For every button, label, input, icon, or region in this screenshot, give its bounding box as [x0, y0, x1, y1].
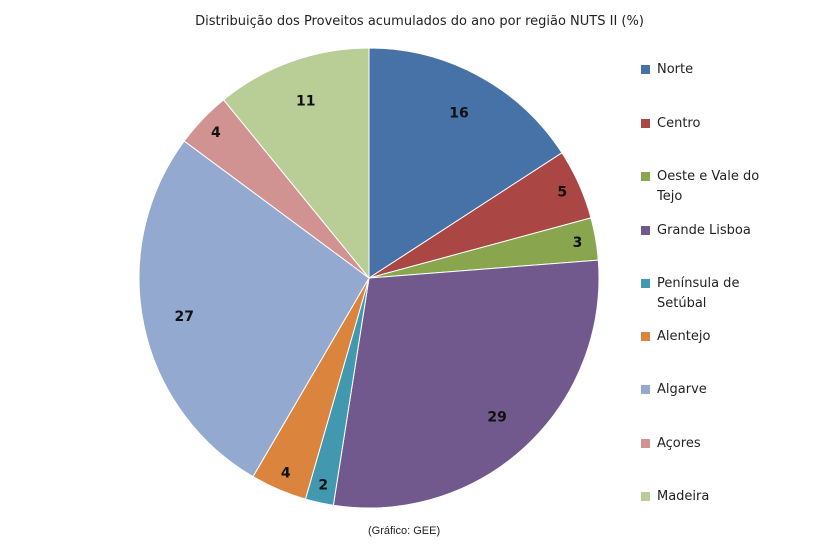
legend-item: Açores [641, 434, 821, 454]
data-label-7: 4 [211, 125, 221, 141]
legend-swatch [641, 65, 650, 74]
data-label-2: 3 [573, 235, 583, 251]
legend-label: Grande Lisboa [657, 223, 751, 238]
legend-swatch [641, 119, 650, 128]
legend-swatch [641, 279, 650, 288]
legend-item: Oeste e Vale do Tejo [641, 167, 821, 207]
legend-label: Oeste e Vale do Tejo [657, 169, 760, 204]
legend-item: Centro [641, 114, 821, 134]
footnote: (Gráfico: GEE) [368, 525, 441, 537]
legend-swatch [641, 226, 650, 235]
data-label-3: 29 [487, 409, 506, 425]
legend-item: Alentejo [641, 327, 821, 347]
legend-label: Norte [657, 62, 694, 77]
legend-swatch [641, 172, 650, 181]
data-label-6: 27 [174, 309, 193, 325]
legend-swatch [641, 332, 650, 341]
legend-label: Centro [657, 116, 701, 131]
data-label-1: 5 [557, 185, 567, 201]
legend-label: Alentejo [657, 329, 711, 344]
pie-slice-8 [222, 47, 370, 280]
legend-item: Grande Lisboa [641, 221, 821, 241]
legend-item: Península de Setúbal [641, 274, 821, 314]
pie-slice-0 [368, 47, 563, 279]
legend-swatch [641, 439, 650, 448]
data-label-4: 2 [318, 478, 328, 494]
pie-slice-3 [332, 259, 600, 509]
legend-label: Açores [657, 436, 701, 451]
legend-label: Algarve [657, 382, 707, 397]
data-label-5: 4 [281, 466, 291, 482]
pie-slice-6 [138, 140, 370, 478]
chart-title: Distribuição dos Proveitos acumulados do… [195, 14, 644, 29]
data-label-8: 11 [296, 93, 315, 109]
data-label-0: 16 [449, 105, 468, 121]
legend-label: Madeira [657, 489, 710, 504]
legend-item: Madeira [641, 487, 821, 507]
legend-item: Norte [641, 60, 821, 80]
legend-swatch [641, 492, 650, 501]
legend-swatch [641, 385, 650, 394]
legend-item: Algarve [641, 380, 821, 400]
legend-label: Península de Setúbal [657, 276, 740, 311]
